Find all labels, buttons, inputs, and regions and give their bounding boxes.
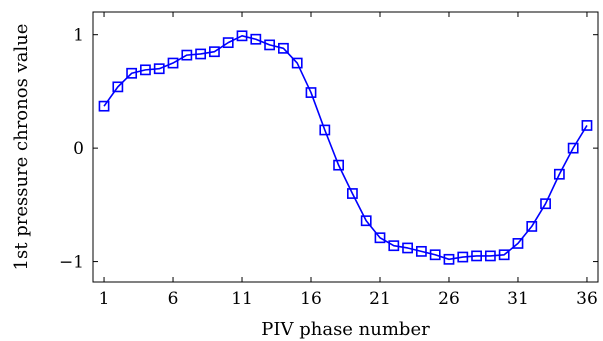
- x-tick-label: 26: [438, 289, 460, 309]
- x-tick-label: 36: [576, 289, 598, 309]
- data-point-marker: [236, 30, 248, 42]
- data-point-marker: [222, 37, 234, 49]
- data-point-marker: [374, 232, 386, 244]
- data-point-marker: [126, 67, 138, 79]
- data-point-marker: [333, 159, 344, 171]
- data-point-marker: [140, 64, 151, 76]
- data-point-marker: [264, 39, 276, 51]
- data-point-marker: [457, 251, 469, 263]
- tick-labels-layer: 1 6 11 16 21 26 31 36−101: [59, 26, 598, 309]
- x-tick-label: 16: [300, 289, 322, 309]
- data-point-marker: [388, 240, 400, 252]
- x-tick-label: 11: [231, 289, 253, 309]
- series-layer: [98, 30, 593, 265]
- data-point-marker: [484, 250, 496, 262]
- series-line: [103, 35, 588, 261]
- data-point-marker: [526, 221, 538, 232]
- x-tick-label: 1: [99, 289, 110, 309]
- ticks-layer: [93, 12, 598, 282]
- data-point-marker: [540, 198, 551, 210]
- data-point-marker: [112, 81, 124, 93]
- y-tick-label: −1: [59, 253, 84, 273]
- data-point-marker: [581, 120, 593, 131]
- y-axis-label: 1st pressure chronos value: [11, 24, 32, 271]
- y-tick-label: 1: [73, 26, 84, 46]
- x-axis-label: PIV phase number: [261, 319, 430, 340]
- data-point-marker: [415, 245, 427, 257]
- data-point-marker: [250, 33, 262, 45]
- data-point-marker: [195, 48, 207, 60]
- data-point-marker: [319, 124, 331, 136]
- data-point-marker: [471, 250, 482, 262]
- data-point-marker: [167, 57, 179, 69]
- y-tick-label: 0: [73, 139, 84, 159]
- x-tick-label: 6: [168, 289, 179, 309]
- data-point-marker: [402, 242, 413, 254]
- data-point-marker: [153, 63, 165, 75]
- data-point-marker: [291, 57, 303, 69]
- data-point-marker: [360, 215, 372, 227]
- data-point-marker: [305, 87, 317, 98]
- data-point-marker: [346, 188, 358, 199]
- data-point-marker: [429, 249, 441, 261]
- data-point-marker: [98, 100, 110, 112]
- data-point-marker: [209, 46, 220, 58]
- data-point-marker: [181, 49, 193, 61]
- data-point-marker: [443, 253, 455, 265]
- data-point-marker: [567, 142, 579, 154]
- data-point-marker: [512, 238, 524, 249]
- data-point-marker: [553, 168, 565, 180]
- x-tick-label: 21: [369, 289, 391, 309]
- x-tick-label: 31: [507, 289, 529, 309]
- plot-frame: [92, 11, 599, 283]
- data-point-marker: [498, 249, 510, 261]
- data-point-marker: [278, 42, 289, 54]
